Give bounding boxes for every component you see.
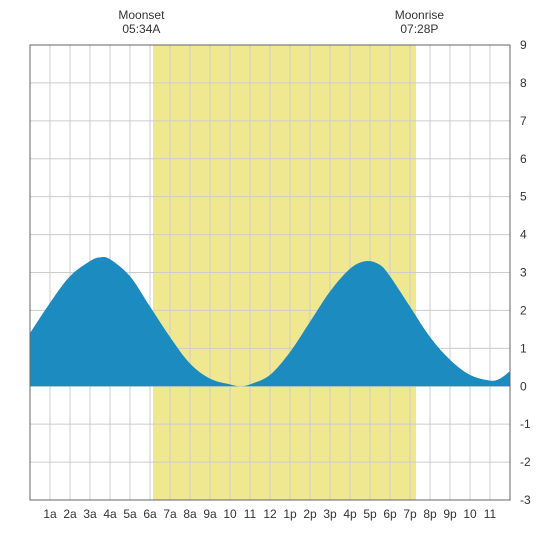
y-tick-label: 3 bbox=[520, 266, 527, 280]
y-tick-label: 6 bbox=[520, 152, 527, 166]
y-tick-label: -3 bbox=[520, 493, 531, 507]
x-tick-label: 9a bbox=[203, 507, 217, 521]
x-tick-label: 3a bbox=[83, 507, 97, 521]
x-tick-label: 7a bbox=[163, 507, 177, 521]
x-tick-label: 6p bbox=[383, 507, 397, 521]
y-tick-label: 0 bbox=[520, 379, 527, 393]
x-tick-label: 10 bbox=[223, 507, 237, 521]
x-tick-label: 8a bbox=[183, 507, 197, 521]
x-tick-label: 9p bbox=[443, 507, 457, 521]
moonrise-time: 07:28P bbox=[379, 22, 459, 36]
x-tick-label: 8p bbox=[423, 507, 437, 521]
y-tick-label: 4 bbox=[520, 228, 527, 242]
x-tick-label: 1p bbox=[283, 507, 297, 521]
y-tick-label: -1 bbox=[520, 417, 531, 431]
x-tick-label: 6a bbox=[143, 507, 157, 521]
y-tick-label: 1 bbox=[520, 341, 527, 355]
y-tick-label: 9 bbox=[520, 38, 527, 52]
moonset-title: Moonset bbox=[101, 8, 181, 22]
x-tick-label: 7p bbox=[403, 507, 417, 521]
x-tick-label: 11 bbox=[244, 507, 257, 521]
y-tick-label: -2 bbox=[520, 455, 531, 469]
x-tick-label: 5p bbox=[363, 507, 377, 521]
y-tick-label: 8 bbox=[520, 76, 527, 90]
y-tick-label: 7 bbox=[520, 114, 527, 128]
moonrise-annotation: Moonrise07:28P bbox=[379, 8, 459, 37]
tide-chart: 1a2a3a4a5a6a7a8a9a1011121p2p3p4p5p6p7p8p… bbox=[0, 0, 550, 550]
y-tick-label: 5 bbox=[520, 190, 527, 204]
x-tick-label: 4a bbox=[103, 507, 117, 521]
moonset-annotation: Moonset05:34A bbox=[101, 8, 181, 37]
x-tick-label: 1a bbox=[43, 507, 57, 521]
x-tick-label: 4p bbox=[343, 507, 357, 521]
moonset-time: 05:34A bbox=[101, 22, 181, 36]
x-tick-label: 11 bbox=[484, 507, 497, 521]
y-tick-label: 2 bbox=[520, 303, 527, 317]
x-tick-label: 12 bbox=[263, 507, 277, 521]
x-tick-label: 10 bbox=[463, 507, 477, 521]
x-tick-label: 2p bbox=[303, 507, 317, 521]
x-tick-label: 3p bbox=[323, 507, 337, 521]
x-tick-label: 5a bbox=[123, 507, 137, 521]
moonrise-title: Moonrise bbox=[379, 8, 459, 22]
x-tick-label: 2a bbox=[63, 507, 77, 521]
chart-svg: 1a2a3a4a5a6a7a8a9a1011121p2p3p4p5p6p7p8p… bbox=[0, 0, 550, 550]
